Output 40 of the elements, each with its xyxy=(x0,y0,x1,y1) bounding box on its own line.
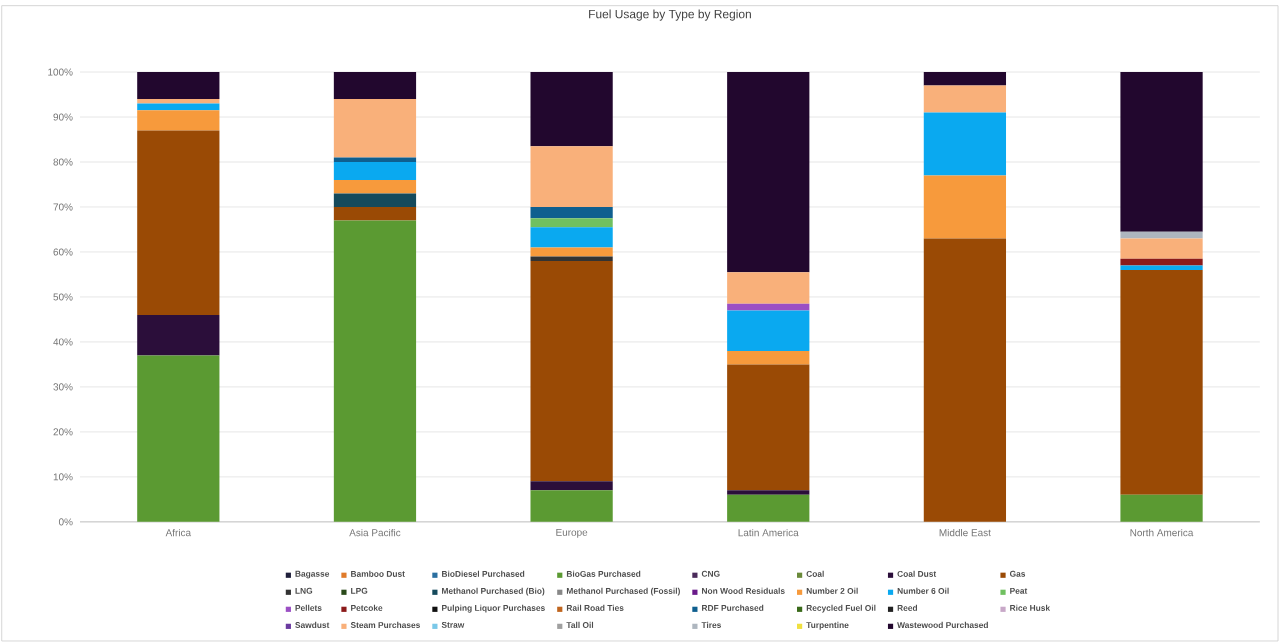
bar xyxy=(333,72,417,100)
bar xyxy=(137,72,220,100)
bar xyxy=(530,256,613,262)
bar xyxy=(727,494,810,522)
bar xyxy=(137,355,220,522)
bar xyxy=(137,130,220,316)
bar xyxy=(923,72,1007,86)
bar xyxy=(727,310,810,352)
bar xyxy=(530,247,613,257)
bar xyxy=(137,110,220,131)
bar xyxy=(1120,72,1203,232)
bar xyxy=(1120,494,1203,522)
bar xyxy=(1120,258,1203,266)
bar xyxy=(333,220,417,522)
bar xyxy=(530,218,613,228)
bar xyxy=(727,72,810,273)
bar xyxy=(333,162,417,181)
bar xyxy=(530,72,613,147)
bar xyxy=(1120,265,1203,271)
bar xyxy=(530,146,613,208)
bar xyxy=(530,207,613,219)
bar xyxy=(333,207,417,221)
bar xyxy=(333,193,417,208)
bar xyxy=(923,175,1007,239)
bar xyxy=(923,238,1007,522)
bar xyxy=(1120,238,1203,259)
bar xyxy=(137,315,220,356)
bar xyxy=(530,481,613,491)
bar xyxy=(1120,270,1203,495)
bar xyxy=(727,351,810,365)
bar xyxy=(727,364,810,491)
bar xyxy=(727,272,810,304)
bar xyxy=(530,490,613,522)
bar xyxy=(923,85,1007,113)
bar xyxy=(333,180,417,194)
bar xyxy=(1120,231,1203,239)
bar xyxy=(530,261,613,482)
bar xyxy=(530,227,613,248)
bar xyxy=(923,112,1007,176)
bar xyxy=(333,99,417,158)
